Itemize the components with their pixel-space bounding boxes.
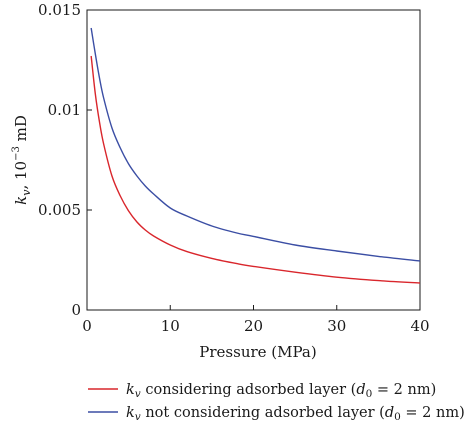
y-axis-label: kv, 10−3 mD	[11, 115, 33, 205]
x-tick-label: 20	[244, 317, 263, 335]
legend-label-blue: kv not considering adsorbed layer (d0 = …	[126, 405, 465, 423]
series-lines	[90, 27, 421, 284]
plot-area-border	[86, 9, 421, 311]
y-tick-label: 0.015	[38, 1, 81, 19]
x-axis-label: Pressure (MPa)	[199, 343, 316, 361]
plot-frame	[86, 9, 421, 311]
legend-entry-red: kv considering adsorbed layer (d0 = 2 nm…	[88, 382, 436, 400]
x-ticks: 0 10 20 30 40	[82, 305, 430, 335]
y-axis-label-unit: mD	[12, 115, 30, 146]
x-tick-label: 30	[327, 317, 346, 335]
legend-entry-blue: kv not considering adsorbed layer (d0 = …	[88, 405, 465, 423]
legend-label-red: kv considering adsorbed layer (d0 = 2 nm…	[126, 382, 436, 400]
x-tick-label: 0	[82, 317, 92, 335]
series-line-blue	[90, 27, 421, 262]
y-axis-label-k: k	[12, 196, 30, 205]
x-tick-label: 10	[161, 317, 180, 335]
y-tick-label: 0.01	[48, 101, 81, 119]
series-line-red	[90, 55, 421, 284]
y-tick-label: 0	[71, 301, 81, 319]
legend: kv considering adsorbed layer (d0 = 2 nm…	[88, 382, 465, 423]
x-tick-label: 40	[410, 317, 429, 335]
y-axis-label-sub: v	[20, 189, 33, 196]
y-tick-label: 0.005	[38, 201, 81, 219]
y-axis-label-rest: , 10	[12, 161, 30, 190]
y-axis-label-sup: −3	[11, 146, 22, 161]
y-ticks: 0 0.005 0.01 0.015	[38, 1, 92, 319]
